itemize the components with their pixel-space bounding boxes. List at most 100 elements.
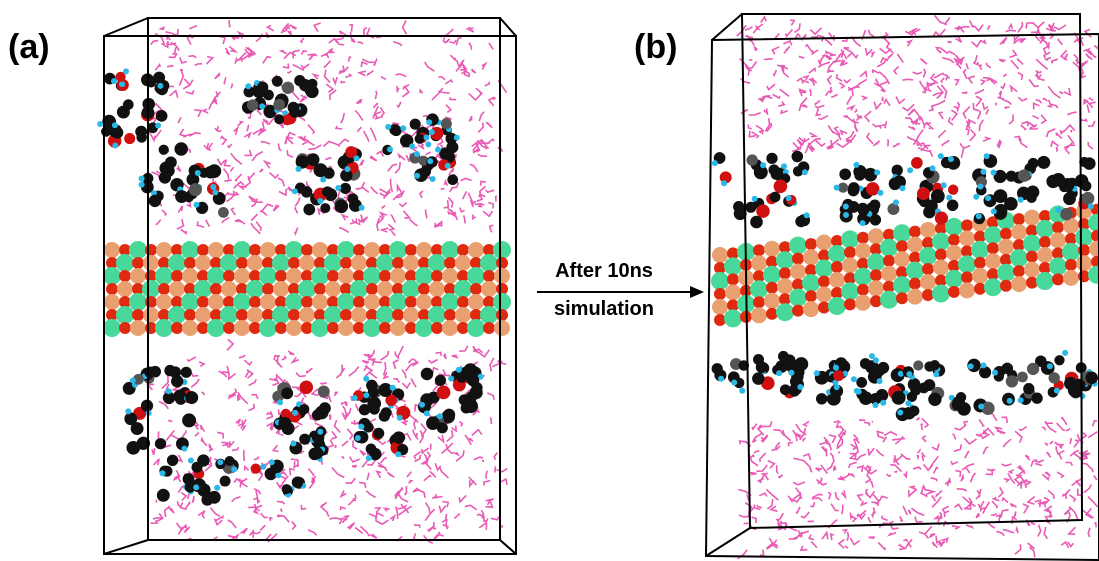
- surface-atom: [259, 267, 277, 285]
- surface-atom: [272, 306, 290, 324]
- surface-atom: [712, 299, 728, 315]
- hydrogen: [1018, 197, 1024, 203]
- hydrogen: [320, 177, 326, 183]
- surface-atom: [455, 255, 471, 271]
- surface-atom: [415, 267, 433, 285]
- atom: [441, 118, 452, 129]
- atom: [1031, 393, 1042, 404]
- surface-atom: [117, 281, 133, 297]
- hydrogen: [752, 196, 758, 202]
- atom: [410, 119, 421, 130]
- hydrogen: [776, 370, 782, 376]
- atom: [340, 183, 351, 194]
- hydrogen: [290, 441, 296, 447]
- surface-atom: [997, 264, 1015, 282]
- surface-atom: [247, 307, 263, 323]
- hydrogen: [991, 170, 997, 176]
- hydrogen: [1047, 363, 1053, 369]
- hydrogen: [160, 470, 166, 476]
- surface-atom: [881, 266, 897, 282]
- atom: [175, 190, 188, 203]
- surface-atom: [1024, 210, 1040, 226]
- hydrogen: [869, 353, 875, 359]
- atom: [911, 157, 923, 169]
- hydrogen: [802, 169, 808, 175]
- surface-atom: [390, 268, 406, 284]
- surface-atom: [764, 241, 780, 257]
- surface-atom: [1036, 220, 1054, 238]
- surface-atom: [844, 298, 856, 310]
- surface-atom: [896, 292, 908, 304]
- surface-atom: [403, 255, 419, 271]
- surface-atom: [1013, 265, 1025, 277]
- hydrogen: [419, 402, 425, 408]
- atom: [292, 477, 304, 489]
- atom: [319, 402, 331, 414]
- atom: [865, 170, 875, 180]
- surface-atom: [896, 240, 908, 252]
- atom: [322, 186, 333, 197]
- surface-atom: [961, 271, 973, 283]
- surface-atom: [379, 322, 391, 334]
- surface-atom: [480, 254, 498, 272]
- atom: [135, 126, 147, 138]
- surface-atom: [777, 278, 793, 294]
- hydrogen: [194, 202, 200, 208]
- surface-atom: [893, 276, 911, 294]
- atom: [185, 391, 198, 404]
- surface-atom: [143, 307, 159, 323]
- arrow-text: After 10ns: [555, 260, 653, 282]
- surface-atom: [857, 284, 869, 296]
- hydrogen: [1056, 207, 1062, 213]
- atom: [247, 99, 259, 111]
- surface-atom: [1049, 257, 1067, 275]
- surface-atom: [376, 306, 394, 324]
- surface-atom: [195, 255, 211, 271]
- hydrogen: [814, 370, 820, 376]
- surface-atom: [275, 270, 287, 282]
- hydrogen: [366, 455, 372, 461]
- atom: [771, 169, 782, 180]
- atom: [1046, 175, 1059, 188]
- atom: [421, 368, 434, 381]
- surface-atom: [353, 244, 365, 256]
- hydrogen: [157, 83, 163, 89]
- box-edge: [500, 540, 516, 554]
- surface-atom: [431, 322, 443, 334]
- atom: [446, 141, 458, 153]
- surface-atom: [1075, 228, 1093, 246]
- surface-atom: [1037, 247, 1053, 263]
- surface-atom: [922, 263, 934, 275]
- box-edge: [104, 540, 148, 554]
- surface-atom: [893, 224, 911, 242]
- surface-atom: [223, 322, 235, 334]
- surface-atom: [933, 260, 949, 276]
- box-edge: [706, 528, 750, 556]
- hydrogen: [210, 184, 216, 190]
- atom: [282, 484, 292, 494]
- hydrogen: [395, 451, 401, 457]
- surface-atom: [946, 245, 962, 261]
- atom: [792, 151, 803, 162]
- surface-atom: [363, 319, 381, 337]
- atom: [892, 165, 903, 176]
- hydrogen: [397, 415, 403, 421]
- surface-atom: [249, 244, 261, 256]
- surface-atom: [831, 261, 843, 273]
- hydrogen: [317, 429, 323, 435]
- surface-atom: [364, 242, 380, 258]
- surface-atom: [169, 281, 185, 297]
- surface-atom: [932, 233, 950, 251]
- atom: [1085, 372, 1098, 385]
- hydrogen: [874, 170, 880, 176]
- atom: [415, 134, 425, 144]
- hydrogen: [231, 466, 237, 472]
- surface-atom: [194, 280, 212, 298]
- surface-atom: [207, 267, 225, 285]
- surface-atom: [156, 242, 172, 258]
- surface-atom: [181, 293, 199, 311]
- atom: [464, 363, 478, 377]
- hydrogen: [414, 151, 420, 157]
- hydrogen: [731, 380, 737, 386]
- surface-atom: [364, 294, 380, 310]
